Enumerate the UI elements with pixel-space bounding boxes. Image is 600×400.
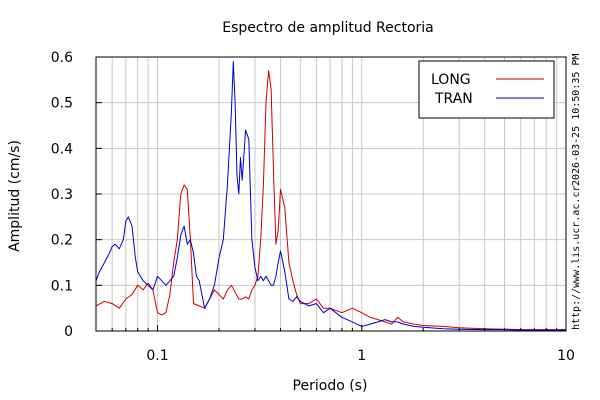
y-axis-label: Amplitud (cm/s): [7, 140, 23, 252]
axis-ticks: 0.1 1 10 0 0.1 0.2 0.3 0.4 0.5 0.6: [51, 50, 575, 364]
chart-title: Espectro de amplitud Rectoria: [222, 20, 434, 36]
legend-label-tran: TRAN: [434, 91, 473, 107]
y-tick-label: 0.5: [51, 96, 73, 112]
y-tick-label: 0.4: [51, 141, 73, 157]
y-tick-label: 0.3: [51, 187, 73, 203]
grid-lines: [95, 56, 567, 332]
legend-box: [418, 60, 555, 119]
x-axis-label: Periodo (s): [293, 378, 368, 394]
y-tick-label: 0: [64, 324, 73, 340]
series-line-tran: [95, 61, 566, 331]
y-tick-label: 0.1: [51, 278, 73, 294]
series-line-long: [95, 70, 566, 331]
x-tick-label: 1: [357, 348, 366, 364]
x-tick-label: 0.1: [146, 348, 168, 364]
timestamp-label: 2026-03-25 10:50:35 PM: [571, 54, 582, 186]
legend: LONG TRAN: [418, 60, 555, 119]
legend-label-long: LONG: [431, 72, 471, 88]
y-tick-label: 0.6: [51, 50, 73, 66]
y-tick-label: 0.2: [51, 233, 73, 249]
website-label: http://www.lis.ucr.ac.cr: [571, 186, 582, 331]
x-tick-label: 10: [557, 348, 575, 364]
series-lines: [95, 61, 566, 331]
